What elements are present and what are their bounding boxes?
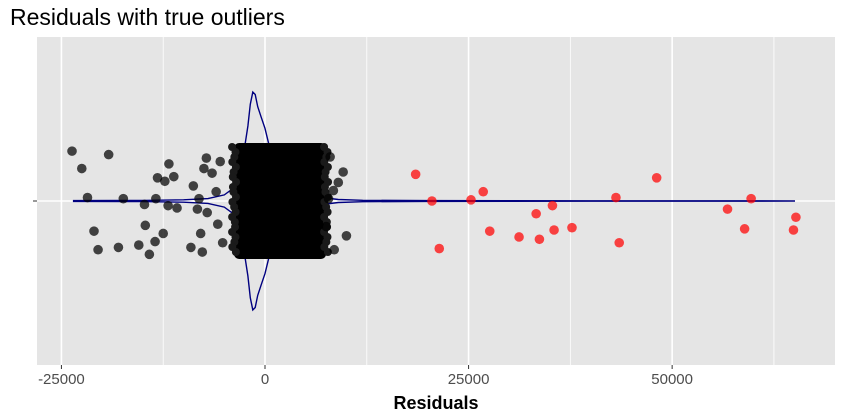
outlier-point: [611, 192, 621, 203]
residual-point: [333, 177, 344, 188]
residual-point: [169, 171, 179, 182]
dense-cluster: [228, 143, 333, 259]
residual-point: [207, 168, 217, 178]
x-axis: -25000 0 25000 50000: [33, 200, 693, 388]
density-curve: [72, 90, 795, 312]
residual-point: [118, 193, 129, 204]
residual-point: [151, 193, 161, 204]
residual-point: [172, 203, 182, 213]
residual-point: [321, 221, 331, 232]
outlier-point: [614, 237, 625, 248]
outlier-point: [788, 225, 799, 235]
residual-point: [103, 149, 114, 160]
residual-point: [328, 185, 339, 196]
outlier-point: [651, 173, 662, 183]
residual-point: [152, 173, 163, 183]
residual-point: [338, 167, 348, 177]
x-tick-label: 0: [261, 371, 269, 388]
residual-point: [192, 204, 203, 214]
residual-point: [113, 242, 124, 253]
outlier-point: [427, 196, 437, 206]
outlier-point: [746, 193, 756, 204]
outlier-point: [478, 186, 489, 197]
residual-point: [212, 219, 223, 229]
residual-point: [67, 146, 77, 156]
outlier-point: [466, 195, 476, 205]
residual-point: [163, 200, 173, 211]
residual-point: [325, 152, 335, 162]
data-points: [67, 146, 801, 260]
dense-point-cluster: [234, 143, 327, 259]
x-tick-label: 25000: [448, 371, 490, 388]
outlier-point: [514, 232, 524, 242]
residual-point: [211, 186, 221, 197]
outlier-point: [547, 200, 558, 211]
residual-point: [202, 207, 212, 218]
residual-point: [329, 244, 340, 255]
residual-point: [199, 163, 209, 174]
residual-point: [188, 181, 199, 191]
residual-point: [197, 247, 208, 257]
outlier-point: [410, 169, 421, 180]
residual-point: [341, 231, 352, 241]
outlier-point: [791, 212, 801, 223]
outlier-point: [567, 222, 577, 233]
outlier-point: [484, 226, 495, 236]
residual-point: [82, 192, 93, 203]
residual-point: [217, 237, 228, 248]
residual-point: [139, 199, 150, 210]
cluster-edge-point: [231, 248, 240, 256]
residual-point: [150, 236, 160, 247]
residual-point: [215, 156, 226, 167]
residual-point: [76, 163, 87, 174]
x-tick-label: -25000: [38, 371, 85, 388]
residual-point: [195, 228, 206, 239]
outlier-point: [549, 225, 559, 235]
residual-point: [194, 193, 204, 204]
outlier-point: [531, 208, 541, 219]
residual-point: [186, 242, 196, 253]
outlier-point: [534, 234, 545, 245]
outlier-point: [722, 204, 733, 214]
residual-point: [140, 220, 151, 231]
residual-point: [158, 228, 169, 239]
outlier-point: [434, 243, 445, 254]
residual-point: [160, 176, 170, 187]
residual-point: [164, 159, 174, 169]
residual-point: [144, 249, 155, 260]
outlier-point: [739, 224, 750, 234]
density-outline: [72, 90, 795, 312]
residual-point: [93, 244, 103, 255]
residual-point: [133, 240, 144, 250]
chart-title: Residuals with true outliers: [10, 4, 285, 30]
residual-point: [89, 226, 99, 236]
residual-point: [323, 193, 334, 204]
x-axis-title: Residuals: [393, 393, 478, 413]
x-tick-label: 50000: [651, 371, 693, 388]
residual-point: [201, 153, 212, 163]
